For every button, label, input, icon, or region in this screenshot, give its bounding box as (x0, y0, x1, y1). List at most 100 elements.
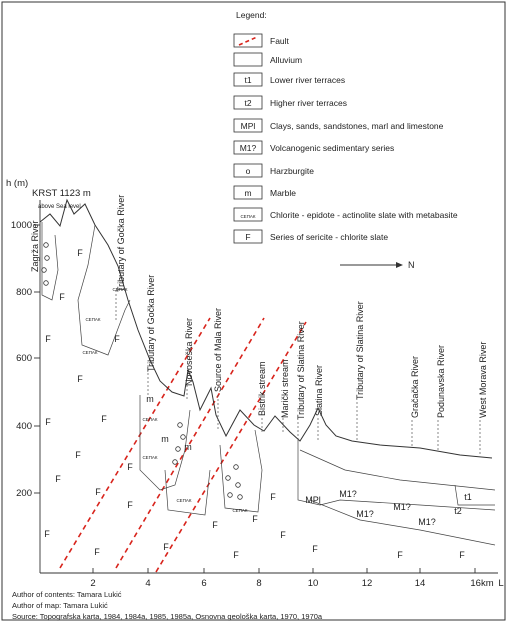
map-label: m (146, 394, 154, 404)
map-label: F (127, 500, 133, 510)
map-label: F (95, 487, 101, 497)
map-label: m (184, 442, 192, 452)
legend-label: Alluvium (270, 55, 302, 65)
river-label: Source of Mala River (213, 308, 223, 392)
map-label: m (161, 434, 169, 444)
river-label: Podunavska River (436, 345, 446, 418)
credit: Author of contents: Tamara Lukić (12, 590, 122, 599)
x-tick-label: 14 (415, 578, 426, 589)
legend-symbol: o (246, 166, 251, 176)
map-label: F (270, 492, 276, 502)
map-label: СЕПАК (232, 508, 247, 513)
legend-label: Higher river terraces (270, 98, 347, 108)
map-label: MPl (305, 495, 321, 505)
map-label: СЕПАК (112, 287, 127, 292)
river-label: Novoseška River (184, 318, 194, 386)
map-label: F (55, 474, 61, 484)
north-arrowhead (396, 262, 403, 268)
legend-label: Marble (270, 188, 296, 198)
peak-name: KRST 1123 m (32, 188, 91, 199)
credit: Author of map: Tamara Lukić (12, 601, 108, 610)
x-tick-label: 10 (308, 578, 319, 589)
legend-symbol: t1 (244, 75, 251, 85)
legend-label: Volcanogenic sedimentary series (270, 143, 394, 153)
map-label: F (45, 417, 51, 427)
map-label: F (77, 248, 83, 258)
x-tick-label: 2 (90, 578, 95, 589)
map-label: F (114, 334, 120, 344)
map-label: F (312, 544, 318, 554)
peak-note: above Sea level (38, 204, 81, 210)
river-label: Bistrik stream (257, 361, 267, 416)
map-label: F (44, 529, 50, 539)
map-label: F (212, 520, 218, 530)
legend-symbol: m (244, 188, 251, 198)
legend-box (234, 53, 262, 66)
map-label: M1? (393, 502, 411, 512)
map-label: F (252, 514, 258, 524)
legend-symbol: MPl (241, 121, 256, 131)
x-tick-label: 12 (362, 578, 373, 589)
map-label: F (101, 414, 107, 424)
map-label: F (45, 334, 51, 344)
cross-section: h (m) 1000 800 600 400 200 2 4 6 8 10 12… (0, 0, 507, 621)
x-tick-label: 6 (201, 578, 206, 589)
map-label: M1? (339, 489, 357, 499)
map-label: t1 (464, 492, 472, 502)
faults (60, 318, 306, 572)
x-axis-end: L (498, 578, 503, 589)
river-label: Tributary of Gočka River (116, 195, 126, 292)
map-label: F (59, 292, 65, 302)
map-label: F (397, 550, 403, 560)
y-tick-label: 400 (16, 421, 32, 432)
legend-label: Chlorite - epidote - actinolite slate wi… (270, 210, 458, 220)
river-label: Slatina River (314, 365, 324, 416)
river-label: Tributary of Gočka River (146, 275, 156, 372)
y-axis-label: h (m) (6, 178, 28, 189)
legend-symbol: t2 (244, 98, 251, 108)
y-tick-label: 600 (16, 353, 32, 364)
legend-label: Fault (270, 36, 290, 46)
map-label: M1? (418, 517, 436, 527)
x-tick-label: 16km (470, 578, 493, 589)
map-label: F (163, 542, 169, 552)
map-label: F (459, 550, 465, 560)
legend-symbol: M1? (240, 143, 257, 153)
terrain-profile (40, 200, 492, 458)
river-label: Marički stream (280, 359, 290, 418)
map-label: M1? (356, 509, 374, 519)
river-label: Tributary of Slatina River (296, 321, 306, 420)
rivers: Zagrža River Tributary of Gočka River Trib… (30, 195, 488, 420)
river-label: Zagrža River (30, 220, 40, 272)
map-label: F (280, 530, 286, 540)
map-label: F (75, 450, 81, 460)
legend-label: Series of sericite - chlorite slate (270, 232, 388, 242)
legend-symbol: F (245, 232, 250, 242)
legend-label: Harzburgite (270, 166, 314, 176)
north-label: N (408, 260, 415, 270)
legend-label: Lower river terraces (270, 75, 345, 85)
map-label: СЕПАК (142, 455, 157, 460)
map-label: F (94, 547, 100, 557)
x-tick-label: 4 (145, 578, 150, 589)
frame (2, 2, 505, 620)
map-label: СЕПАК (82, 350, 97, 355)
legend-symbol: СЕПАК (240, 214, 255, 219)
x-tick-label: 8 (256, 578, 261, 589)
y-tick-label: 800 (16, 287, 32, 298)
map-label: СЕПАК (85, 317, 100, 322)
legend-title: Legend: (236, 10, 267, 20)
legend: Legend: Fault Alluvium t1 Lower river terra… (234, 10, 458, 243)
river-label: Tributary of Slatina River (355, 301, 365, 400)
map-label: СЕПАК (176, 498, 191, 503)
river-label: West Morava River (478, 342, 488, 418)
legend-label: Clays, sands, sandstones, marl and limes… (270, 121, 444, 131)
map-label: F (233, 550, 239, 560)
map-label: F (77, 374, 83, 384)
map-label: t2 (454, 506, 462, 516)
y-tick-label: 200 (16, 488, 32, 499)
y-tick-label: 1000 (11, 220, 32, 231)
credit: Source: Topografska karta, 1984, 1984a, … (12, 612, 323, 621)
map-label: СЕПАК (142, 417, 157, 422)
river-label: Gračačka River (410, 356, 420, 418)
